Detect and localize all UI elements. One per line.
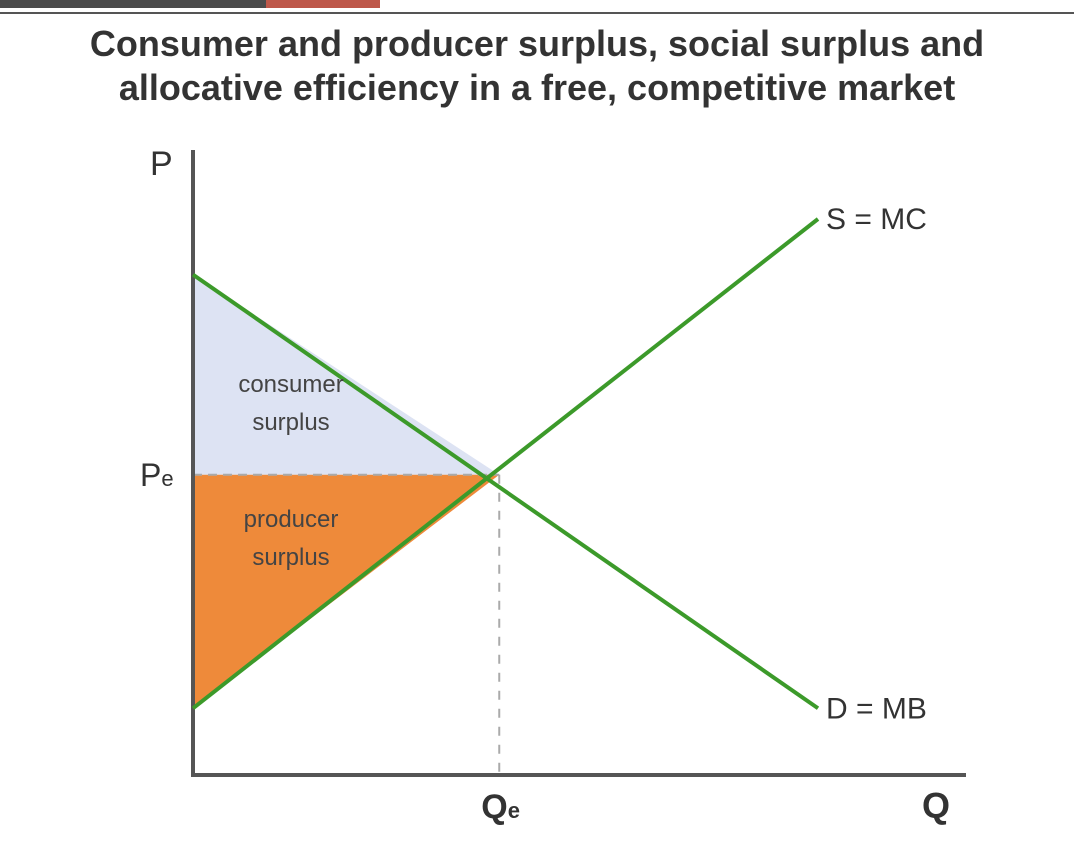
demand-curve: [191, 272, 820, 710]
consumer-surplus-label-line1: consumer: [238, 371, 343, 398]
price-equilibrium-label: Pe: [140, 457, 174, 493]
cropped-heading: [0, 0, 380, 8]
quantity-equilibrium-label: Qe: [481, 788, 520, 826]
demand-curve-label: D = MB: [826, 692, 927, 725]
price-equilibrium-subscript: e: [161, 466, 173, 491]
supply-curve-label: S = MC: [826, 203, 927, 236]
header-rule: [0, 12, 1074, 14]
producer-surplus-label-line2: surplus: [252, 544, 329, 571]
consumer-surplus-label-line2: surplus: [252, 409, 329, 436]
top-strip: [0, 0, 1074, 16]
chart-title-line2: allocative efficiency in a free, competi…: [118, 67, 956, 108]
quantity-equilibrium-subscript: e: [508, 798, 520, 823]
y-axis-label: P: [150, 145, 173, 183]
x-axis-label: Q: [922, 785, 950, 826]
consumer-surplus-area: [193, 274, 500, 475]
chart-title: Consumer and producer surplus, social su…: [0, 22, 1074, 110]
producer-surplus-label-line1: producer: [244, 506, 339, 533]
supply-curve: [191, 217, 820, 710]
chart-title-line1: Consumer and producer surplus, social su…: [89, 23, 985, 64]
